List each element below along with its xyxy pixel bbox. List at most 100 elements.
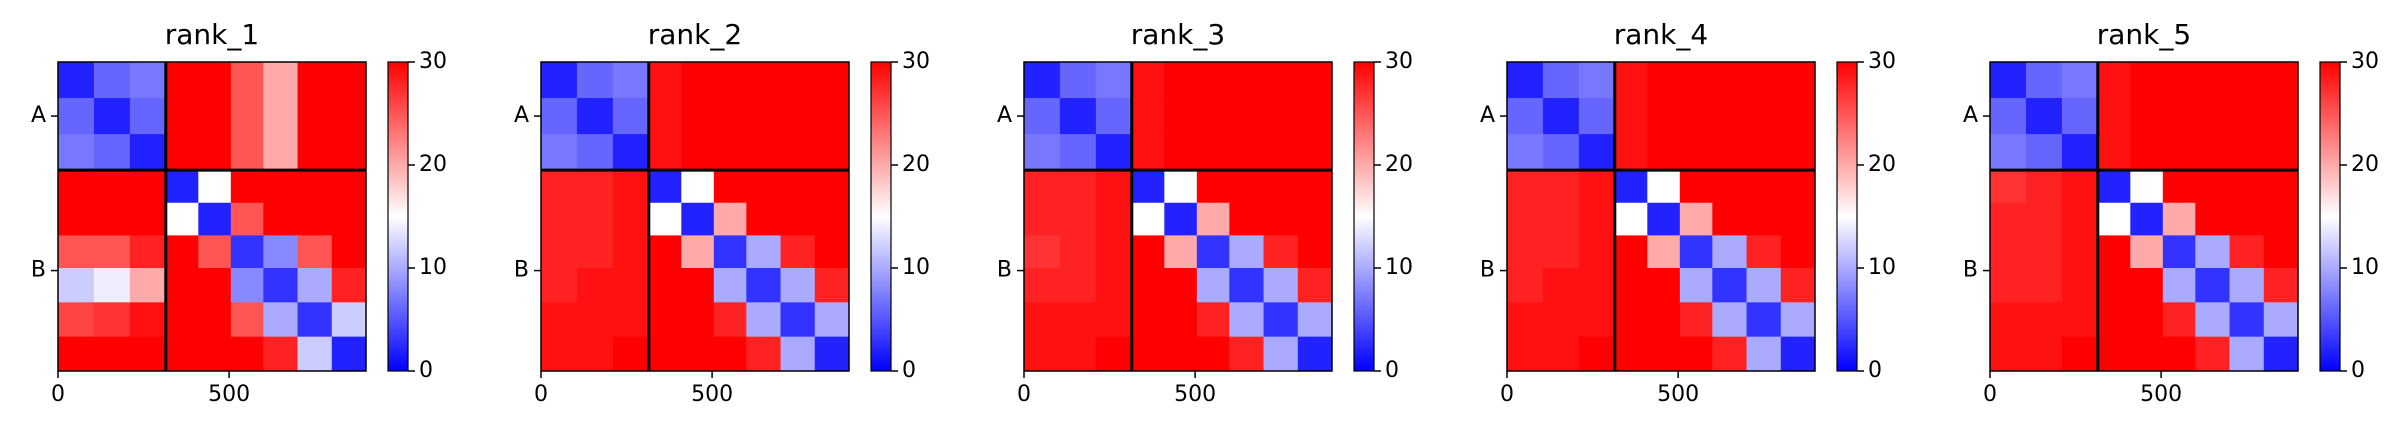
heatmap-cell: [2229, 98, 2265, 135]
heatmap-cell: [2229, 170, 2265, 204]
y-tick-label: B: [514, 258, 529, 283]
heatmap-cell: [681, 62, 715, 99]
heatmap-cell: [2162, 170, 2196, 204]
heatmap-cell: [1780, 336, 1816, 372]
heatmap-cell: [1746, 62, 1782, 99]
heatmap-cell: [331, 98, 367, 135]
heatmap-cell: [1196, 134, 1230, 171]
y-tick-label: A: [1963, 103, 1978, 128]
heatmap-cell: [1164, 62, 1198, 99]
heatmap-cell: [1164, 98, 1198, 135]
heatmap-cell: [1263, 98, 1299, 135]
heatmap-cell: [198, 170, 232, 204]
heatmap-cell: [1196, 62, 1230, 99]
heatmap-cell: [263, 62, 299, 99]
heatmap-cell: [2025, 302, 2063, 338]
heatmap-cell: [1095, 302, 1133, 338]
heatmap-cell: [2263, 235, 2299, 269]
heatmap-cell: [1746, 268, 1782, 303]
heatmap-cell: [1297, 98, 1333, 135]
heatmap-cell: [2162, 134, 2196, 171]
heatmap-cell: [129, 134, 167, 171]
heatmap-cell: [1679, 202, 1713, 236]
heatmap-cell: [1712, 62, 1748, 99]
heatmap-cell: [93, 62, 131, 99]
heatmap-cell: [297, 170, 333, 204]
heatmap-cell: [1746, 134, 1782, 171]
heatmap-cell: [1229, 134, 1265, 171]
heatmap-cell: [331, 62, 367, 99]
heatmap-cell: [297, 134, 333, 171]
colorbar-tick-label: 20: [419, 152, 447, 177]
heatmap-cell: [1614, 62, 1648, 99]
y-tick-label: A: [514, 103, 529, 128]
heatmap-cell: [1712, 336, 1748, 372]
heatmap-cell: [576, 336, 614, 372]
heatmap-cell: [681, 235, 715, 269]
heatmap-cell: [612, 336, 650, 372]
heatmap-cell: [1542, 62, 1580, 99]
heatmap-cell: [541, 202, 578, 236]
heatmap-cell: [1746, 170, 1782, 204]
heatmap-cell: [2229, 62, 2265, 99]
heatmap-cell: [2162, 268, 2196, 303]
heatmap-cell: [1095, 202, 1133, 236]
heatmap-cell: [1095, 268, 1133, 303]
heatmap-cell: [814, 134, 850, 171]
heatmap-cell: [1712, 134, 1748, 171]
heatmap-cell: [713, 170, 747, 204]
heatmap-cell: [165, 62, 199, 99]
heatmap-cell: [1059, 235, 1097, 269]
heatmap-cell: [230, 62, 264, 99]
heatmap-cell: [230, 134, 264, 171]
panel-title: rank_5: [2097, 18, 2191, 51]
heatmap-cell: [1095, 170, 1133, 204]
y-tick-label: B: [997, 258, 1012, 283]
heatmap-cell: [1024, 202, 1061, 236]
heatmap-cell: [2061, 98, 2099, 135]
heatmap-cell: [780, 302, 816, 338]
heatmap-cell: [1647, 98, 1681, 135]
panel-title: rank_1: [165, 18, 259, 51]
heatmap-cell: [1297, 336, 1333, 372]
colorbar-tick-label: 30: [1385, 49, 1413, 74]
heatmap-cell: [1059, 134, 1097, 171]
heatmap-cell: [1131, 302, 1165, 338]
heatmap-cell: [1164, 302, 1198, 338]
heatmap-cell: [331, 170, 367, 204]
heatmap-cell: [746, 268, 782, 303]
heatmap-cell: [2130, 170, 2164, 204]
heatmap-cell: [1095, 98, 1133, 135]
heatmap-cell: [541, 302, 578, 338]
heatmap-cell: [576, 134, 614, 171]
heatmap-cell: [2229, 268, 2265, 303]
heatmap-cell: [1780, 302, 1816, 338]
heatmap-cell: [1024, 170, 1061, 204]
heatmap-cell: [1095, 134, 1133, 171]
heatmap-cell: [1990, 170, 2027, 204]
heatmap-cell: [814, 268, 850, 303]
y-tick-label: A: [997, 103, 1012, 128]
colorbar: [387, 61, 409, 372]
heatmap-cell: [1542, 235, 1580, 269]
heatmap-cell: [1542, 302, 1580, 338]
heatmap-cell: [814, 336, 850, 372]
heatmap-cell: [1542, 170, 1580, 204]
heatmap-cell: [263, 134, 299, 171]
heatmap-cell: [1647, 62, 1681, 99]
heatmap-cell: [1131, 170, 1165, 204]
x-tick-label: 0: [1983, 382, 1997, 407]
heatmap-cell: [2061, 336, 2099, 372]
heatmap-cell: [1990, 202, 2027, 236]
heatmap-cell: [576, 202, 614, 236]
heatmap-cell: [165, 336, 199, 372]
heatmap-cell: [1780, 235, 1816, 269]
heatmap-cell: [230, 302, 264, 338]
colorbar-tick-label: 0: [2351, 358, 2365, 383]
colorbar-tick-label: 10: [1868, 255, 1896, 280]
colorbar-tick-label: 20: [2351, 152, 2379, 177]
heatmap-cell: [1297, 202, 1333, 236]
heatmap-cell: [1059, 98, 1097, 135]
heatmap-cell: [2229, 302, 2265, 338]
